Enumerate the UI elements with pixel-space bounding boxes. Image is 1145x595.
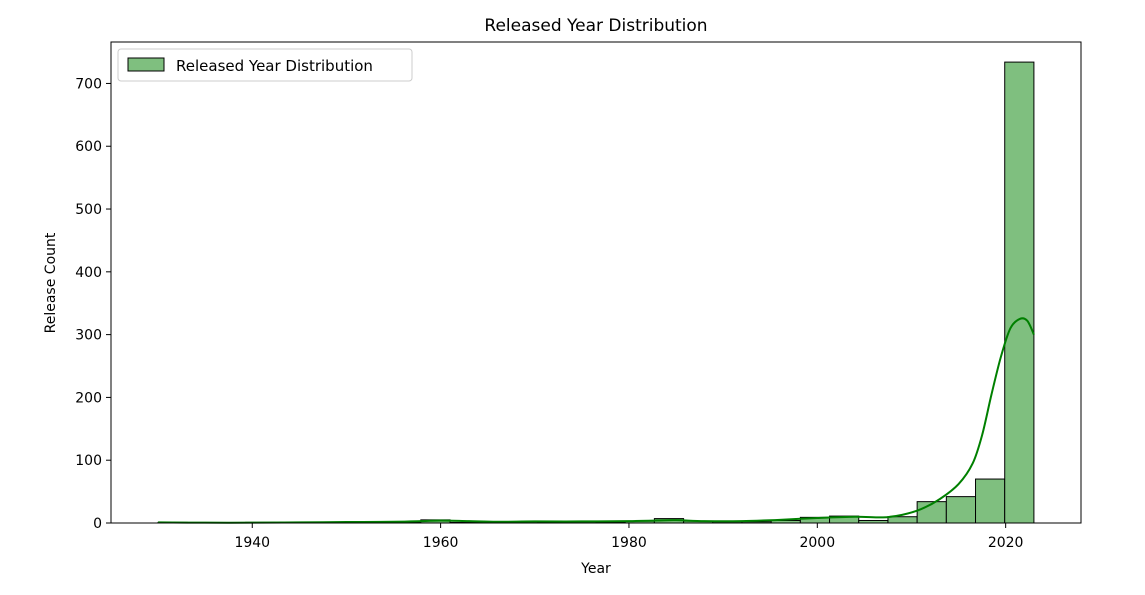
x-axis-label: Year [580,561,611,577]
y-tick-label: 0 [93,516,102,532]
kde-line [158,317,1035,524]
x-tick-label: 1960 [423,535,459,551]
y-tick-label: 400 [75,265,102,281]
y-axis-ticks: 0 100 200 300 400 500 600 700 [75,76,111,532]
histogram-bar [945,496,977,524]
y-tick-label: 500 [75,202,102,218]
x-tick-label: 1980 [611,535,647,551]
histogram-bar [887,516,918,524]
x-tick-label: 1940 [234,535,270,551]
y-tick-label: 200 [75,390,102,406]
histogram-bar [975,478,1006,524]
chart-title: Released Year Distribution [484,16,707,36]
x-tick-label: 2020 [988,535,1024,551]
x-tick-label: 2000 [799,535,835,551]
legend-label: Released Year Distribution [176,57,373,75]
plot-frame [110,41,1082,524]
legend-box [117,48,413,82]
y-tick-label: 700 [75,76,102,92]
bar-group [157,61,1035,524]
y-tick-label: 100 [75,453,102,469]
legend: Released Year Distribution [117,48,413,82]
y-axis-label: Release Count [43,232,59,333]
histogram-bar [1004,61,1035,524]
x-axis-ticks: 1940 1960 1980 2000 2020 [234,523,1023,551]
y-tick-label: 300 [75,328,102,344]
y-tick-label: 600 [75,139,102,155]
legend-swatch [127,57,165,72]
